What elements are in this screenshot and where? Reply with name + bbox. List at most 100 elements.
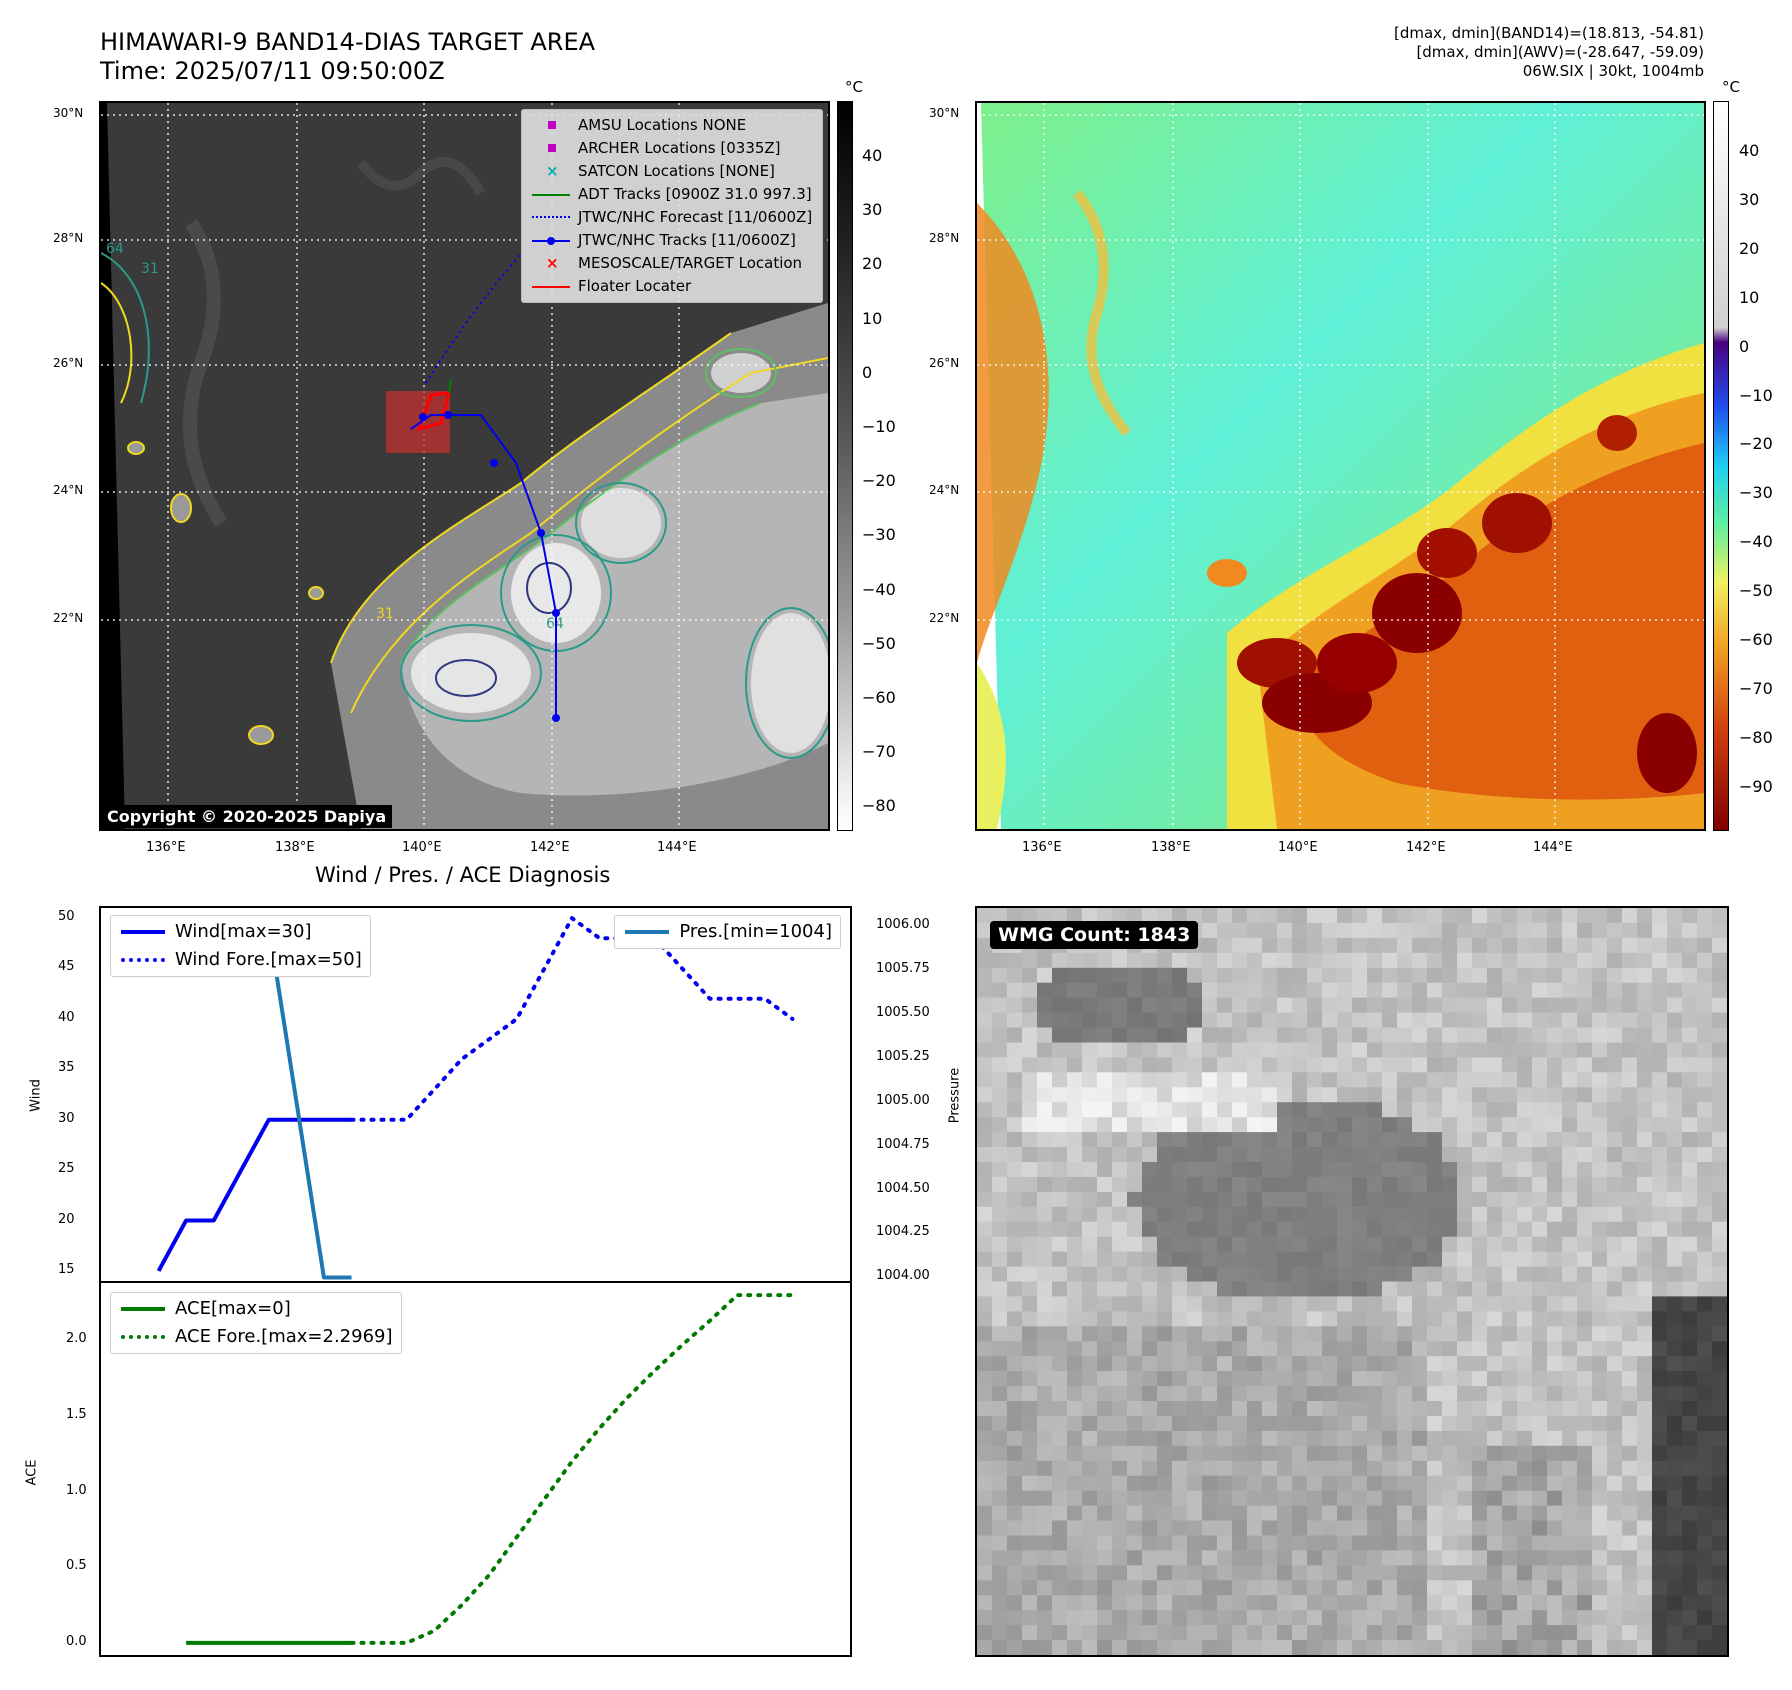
ace-tick: 1.0 (66, 1482, 87, 1498)
lat-tick: 28°N (53, 231, 84, 245)
colorbar-tick: −50 (1739, 581, 1773, 601)
legend-symbol: × (546, 254, 559, 272)
wind-tick: 20 (58, 1211, 75, 1227)
lon-tick: 140°E (1278, 840, 1318, 855)
wind-tick: 15 (58, 1261, 75, 1277)
legend-label: ADT Tracks [0900Z 31.0 997.3] (578, 185, 812, 203)
copyright-label: Copyright © 2020-2025 Dapiya (101, 805, 393, 828)
storm-info: 06W.SIX | 30kt, 1004mb (1522, 62, 1704, 80)
colorbar-tick: −70 (862, 742, 896, 762)
contour-label: 31 (376, 606, 394, 622)
pressure-tick: 1005.00 (876, 1092, 930, 1108)
colorbar-tick: 0 (862, 362, 873, 382)
pressure-series-line (186, 923, 352, 1280)
figure-title: HIMAWARI-9 BAND14-DIAS TARGET AREA Time:… (100, 28, 595, 86)
lat-tick: 24°N (53, 483, 84, 497)
contour-label: 31 (141, 261, 159, 277)
wmg-panel: WMG Count: 1843 (975, 906, 1729, 1657)
map-legend-item: ARCHER Locations [0335Z] (530, 137, 814, 160)
lon-tick: 142°E (530, 840, 570, 855)
right-title: [dmax, dmin](BAND14)=(18.813, -54.81) [d… (1394, 24, 1704, 81)
wind-tick: 35 (58, 1060, 75, 1076)
wind-series-line (156, 1117, 352, 1272)
colorbar-tick: −60 (862, 688, 896, 707)
pressure-tick: 1005.75 (876, 960, 930, 976)
map-legend-item: JTWC/NHC Forecast [11/0600Z] (530, 206, 814, 229)
ace-legend: ACE[max=0] ACE Fore.[max=2.2969] (110, 1292, 402, 1354)
title-line-2: Time: 2025/07/11 09:50:00Z (100, 57, 445, 85)
colorbar-tick: −40 (1739, 532, 1773, 552)
colorbar-tick: −30 (862, 525, 896, 545)
lon-tick: 142°E (1406, 840, 1446, 855)
legend-label: Floater Locater (578, 277, 692, 295)
legend-label: JTWC/NHC Forecast [11/0600Z] (578, 208, 813, 226)
map-legend-item: JTWC/NHC Tracks [11/0600Z] (530, 229, 814, 252)
awv-map-panel (975, 101, 1706, 831)
legend-wind-label: Wind[max=30] (175, 921, 312, 942)
lon-tick: 138°E (275, 840, 315, 855)
lat-tick: 26°N (53, 356, 84, 370)
lat-tick: 24°N (929, 483, 960, 497)
colorbar-tick: 30 (1739, 189, 1760, 209)
legend-symbol: × (546, 162, 559, 180)
ace-forecast-line (349, 1293, 795, 1645)
lon-tick: 136°E (1022, 840, 1062, 855)
colorbar-tick: 20 (862, 254, 883, 274)
legend-ace-label: ACE[max=0] (175, 1298, 291, 1319)
wind-tick: 30 (58, 1110, 75, 1126)
legend-label: ARCHER Locations [0335Z] (578, 139, 781, 157)
colorbar-tick: 20 (1739, 238, 1760, 258)
colorbar-tick: −10 (1739, 385, 1773, 405)
ace-tick: 1.5 (66, 1407, 87, 1423)
pressure-axis-label: Pressure (947, 1067, 963, 1124)
ace-tick: 0.0 (66, 1633, 87, 1649)
awv-colorbar (1713, 101, 1729, 831)
wind-legend: Wind[max=30] Wind Fore.[max=50] (110, 915, 371, 977)
ir-map-svg: 64 31 31 64 (101, 103, 828, 829)
legend-pres-label: Pres.[min=1004] (679, 921, 832, 942)
colorbar-tick: −80 (1739, 727, 1773, 747)
colorbar-tick: 10 (862, 308, 883, 328)
ir-map-panel: 64 31 31 64 AMSU Locations NONE ARCHER Lo… (99, 101, 830, 831)
legend-ace: ACE[max=0] (119, 1295, 393, 1323)
lon-tick: 144°E (1533, 840, 1573, 855)
legend-wind-fore: Wind Fore.[max=50] (119, 946, 362, 974)
map-legend-item: ADT Tracks [0900Z 31.0 997.3] (530, 183, 814, 206)
jtwc-track (410, 414, 557, 718)
wind-axis-label: Wind (28, 1079, 44, 1112)
colorbar-tick: −60 (1739, 630, 1773, 649)
colorbar-tick: −20 (1739, 434, 1773, 454)
wind-pres-panel: Wind[max=30] Wind Fore.[max=50] Pres.[mi… (99, 906, 852, 1283)
colorbar-tick: −80 (862, 796, 896, 816)
legend-symbol (530, 206, 578, 229)
map-legend-item: AMSU Locations NONE (530, 114, 814, 137)
map-legend-item: Floater Locater (530, 275, 814, 298)
map-legend-item: × MESOSCALE/TARGET Location (530, 252, 814, 275)
colorbar-tick: −50 (862, 633, 896, 653)
colorbar-tick: −90 (1739, 776, 1773, 796)
colorbar-tick: −20 (862, 471, 896, 491)
colorbar-tick: 40 (1739, 141, 1760, 160)
lon-tick: 136°E (146, 840, 186, 855)
wind-forecast-line (349, 916, 795, 1122)
legend-symbol (530, 183, 578, 206)
colorbar1-unit: °C (845, 78, 863, 96)
colorbar-tick: 40 (862, 146, 883, 165)
legend-label: AMSU Locations NONE (578, 116, 747, 134)
lat-tick: 30°N (53, 106, 84, 120)
lat-tick: 26°N (929, 356, 960, 370)
ace-tick: 0.5 (66, 1558, 87, 1574)
wind-tick: 40 (58, 1009, 75, 1025)
lon-tick: 140°E (402, 840, 442, 855)
legend-wind: Wind[max=30] (119, 918, 362, 946)
lat-tick: 22°N (929, 611, 960, 625)
awv-map-svg (977, 103, 1704, 829)
wind-tick: 50 (58, 909, 75, 925)
ir-colorbar (837, 101, 853, 831)
forecast-track (425, 252, 522, 384)
lon-tick: 144°E (657, 840, 697, 855)
legend-symbol (530, 114, 578, 137)
colorbar-tick: 10 (1739, 287, 1760, 307)
diag-title: Wind / Pres. / ACE Diagnosis (315, 863, 611, 887)
legend-label: JTWC/NHC Tracks [11/0600Z] (578, 231, 796, 249)
